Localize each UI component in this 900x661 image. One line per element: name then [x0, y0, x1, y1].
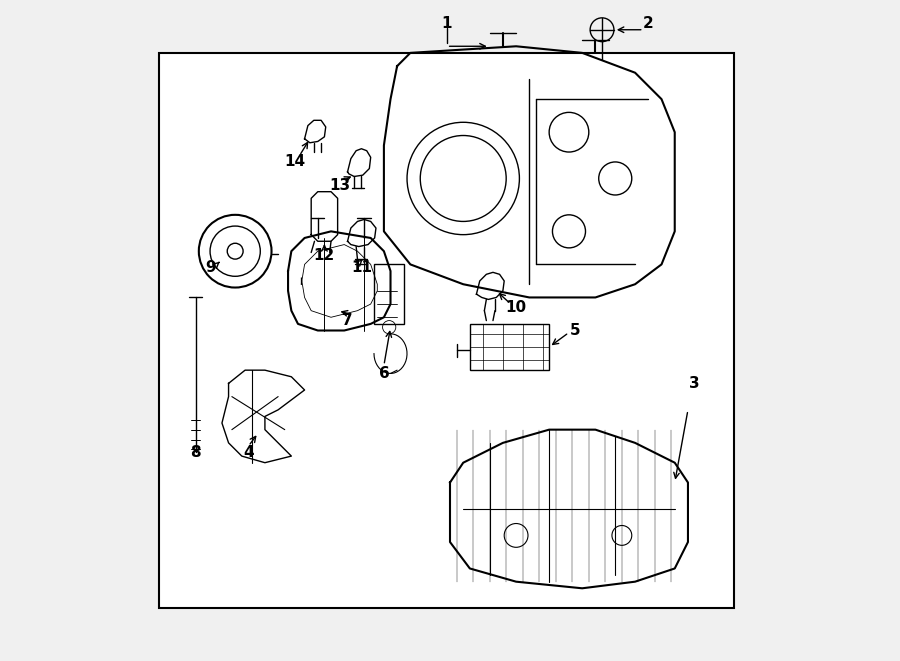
- Text: 14: 14: [284, 155, 305, 169]
- FancyBboxPatch shape: [374, 264, 404, 324]
- Text: 8: 8: [190, 446, 201, 460]
- Text: 11: 11: [351, 260, 372, 274]
- Text: 12: 12: [314, 249, 335, 263]
- Text: 5: 5: [571, 323, 580, 338]
- FancyBboxPatch shape: [470, 324, 549, 370]
- Text: 7: 7: [342, 313, 353, 328]
- FancyBboxPatch shape: [159, 53, 734, 608]
- Text: 6: 6: [379, 366, 390, 381]
- Circle shape: [227, 243, 243, 259]
- Text: 9: 9: [205, 260, 216, 275]
- Text: 13: 13: [329, 178, 350, 192]
- Text: 2: 2: [643, 16, 653, 30]
- Text: 4: 4: [243, 446, 254, 460]
- Text: 10: 10: [506, 300, 526, 315]
- Text: 3: 3: [689, 376, 700, 391]
- Text: 1: 1: [441, 16, 452, 30]
